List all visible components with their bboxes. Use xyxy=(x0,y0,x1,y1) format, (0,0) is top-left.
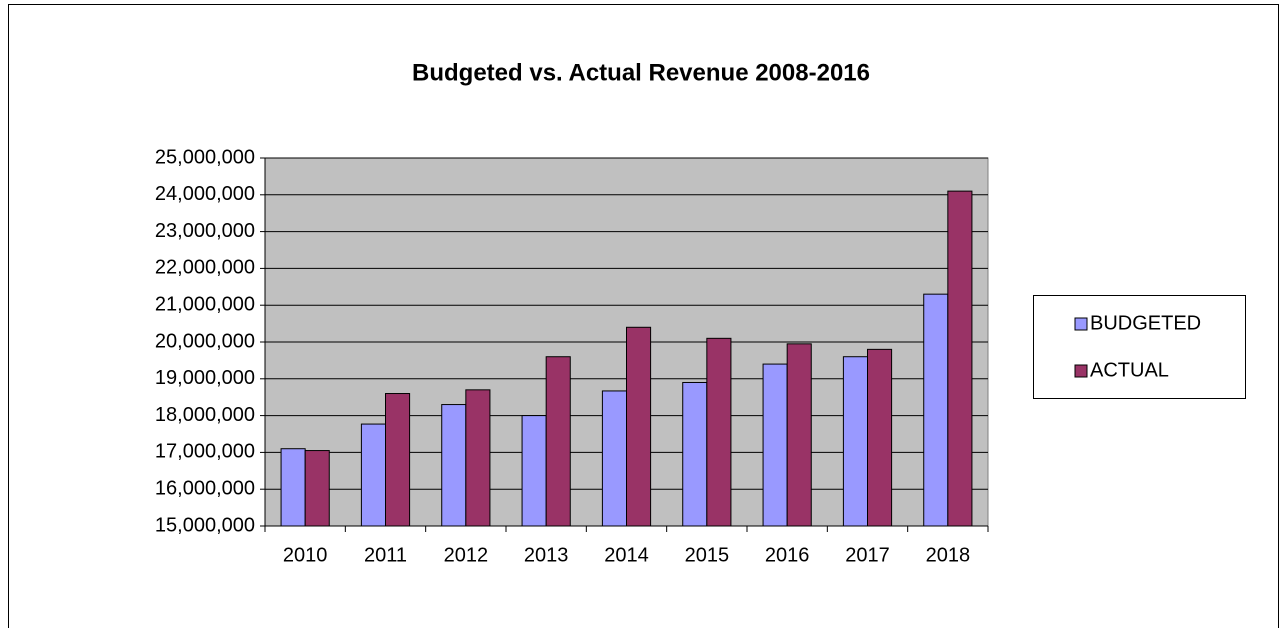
x-tick-label: 2016 xyxy=(765,544,810,566)
legend-swatch xyxy=(1074,317,1088,331)
bar xyxy=(682,381,708,527)
legend-label: BUDGETED xyxy=(1090,312,1201,334)
bar xyxy=(304,450,330,527)
chart-title: Budgeted vs. Actual Revenue 2008-2016 xyxy=(412,59,870,86)
bar xyxy=(280,448,306,527)
y-tick-label: 20,000,000 xyxy=(155,330,255,352)
x-tick-label: 2012 xyxy=(444,544,489,566)
bar xyxy=(385,393,411,527)
y-tick-label: 15,000,000 xyxy=(155,514,255,536)
bar xyxy=(601,390,628,527)
x-tick-label: 2017 xyxy=(845,544,890,566)
x-tick-label: 2011 xyxy=(364,544,407,566)
x-tick-label: 2014 xyxy=(604,544,649,566)
y-tick-label: 21,000,000 xyxy=(155,293,255,315)
bar xyxy=(706,337,732,527)
y-tick-label: 16,000,000 xyxy=(155,477,255,499)
y-tick-label: 19,000,000 xyxy=(155,367,255,389)
y-tick-label: 23,000,000 xyxy=(155,220,255,242)
bar xyxy=(786,343,812,527)
bar xyxy=(867,348,893,527)
bar xyxy=(842,356,869,527)
y-tick-label: 25,000,000 xyxy=(155,146,255,168)
bar xyxy=(521,415,547,527)
y-tick-label: 22,000,000 xyxy=(155,257,255,279)
bar xyxy=(762,363,788,527)
x-tick-label: 2013 xyxy=(524,544,569,566)
y-tick-label: 18,000,000 xyxy=(155,404,255,426)
bar xyxy=(441,404,467,527)
y-tick-label: 24,000,000 xyxy=(155,183,255,205)
bar xyxy=(465,389,491,527)
legend-swatch xyxy=(1074,364,1088,378)
bar xyxy=(545,356,571,527)
x-tick-label: 2015 xyxy=(685,544,730,566)
bar xyxy=(360,423,386,527)
bar xyxy=(947,190,973,527)
x-tick-label: 2010 xyxy=(283,544,328,566)
x-tick-label: 2018 xyxy=(926,544,971,566)
bar xyxy=(923,293,949,527)
bar xyxy=(626,326,652,527)
legend-label: ACTUAL xyxy=(1090,359,1169,381)
legend-box xyxy=(1033,295,1246,399)
y-tick-label: 17,000,000 xyxy=(155,441,255,463)
